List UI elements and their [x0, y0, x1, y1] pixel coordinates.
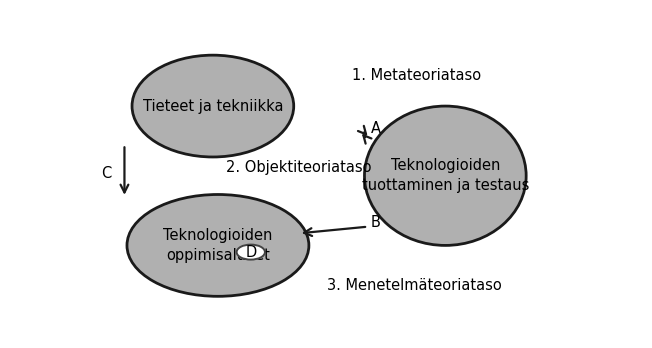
Ellipse shape: [127, 195, 309, 296]
Text: 1. Metateoriataso: 1. Metateoriataso: [352, 68, 481, 83]
Text: Teknologioiden
oppimisalueet: Teknologioiden oppimisalueet: [163, 228, 273, 263]
Text: 2. Objektiteoriataso: 2. Objektiteoriataso: [226, 160, 371, 175]
Text: C: C: [102, 166, 112, 181]
Ellipse shape: [364, 106, 526, 245]
Text: B: B: [371, 215, 381, 230]
Text: 3. Menetelmäteoriataso: 3. Menetelmäteoriataso: [327, 278, 501, 293]
Ellipse shape: [132, 55, 293, 157]
Text: D: D: [245, 245, 256, 260]
Text: Tieteet ja tekniikka: Tieteet ja tekniikka: [143, 98, 283, 113]
Circle shape: [237, 245, 265, 260]
Text: A: A: [370, 121, 381, 136]
Text: Teknologioiden
tuottaminen ja testaus: Teknologioiden tuottaminen ja testaus: [362, 158, 529, 193]
